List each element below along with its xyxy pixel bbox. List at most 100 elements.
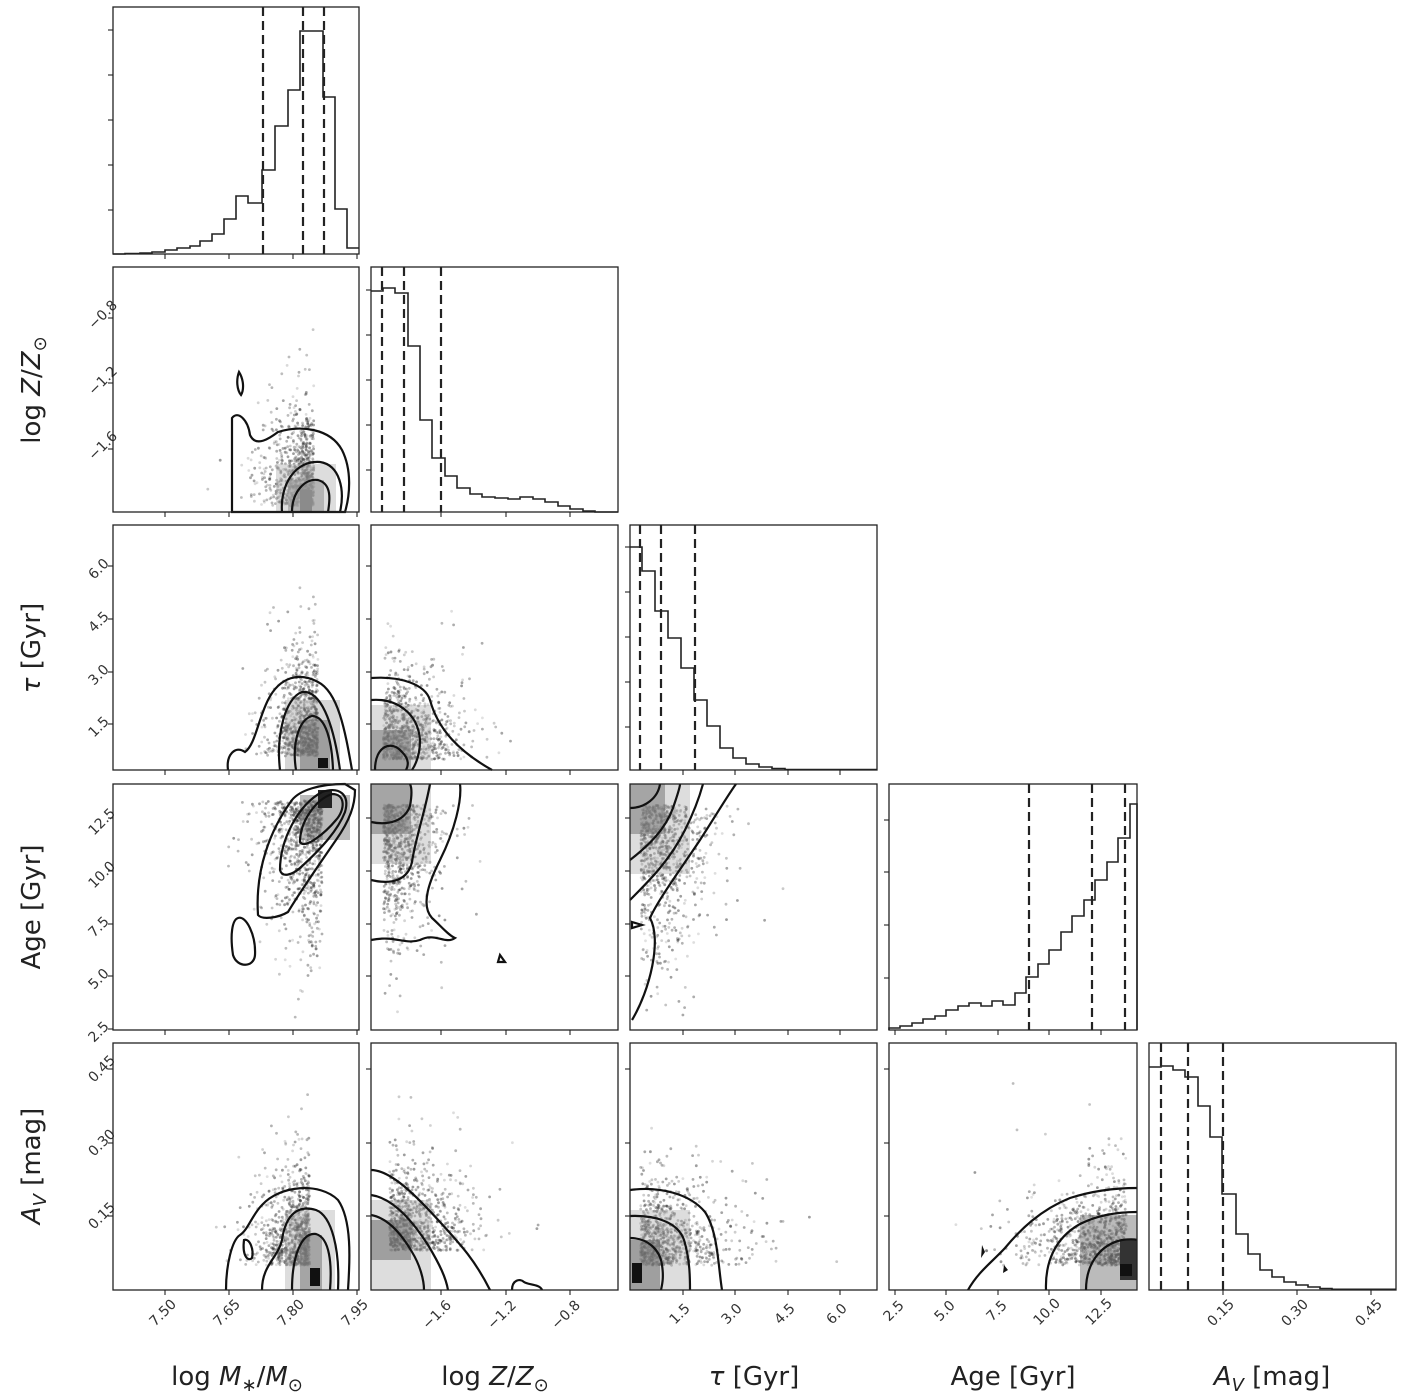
scatter-point (268, 484, 272, 487)
scatter-point (273, 675, 277, 679)
scatter-point (303, 433, 306, 436)
scatter-point (269, 410, 273, 414)
scatter-point (704, 807, 708, 811)
scatter-point (294, 631, 298, 635)
scatter-point (389, 696, 392, 700)
scatter-point (272, 485, 276, 488)
scatter-point (448, 701, 452, 705)
scatter-point (279, 451, 283, 455)
scatter-point (310, 423, 313, 427)
scatter-point (301, 441, 305, 445)
scatter-point (316, 873, 320, 877)
scatter-point (439, 833, 443, 837)
scatter-point (288, 816, 292, 820)
scatter-point (260, 471, 264, 475)
scatter-point (303, 367, 307, 371)
scatter-point (311, 435, 315, 438)
scatter-point (278, 830, 281, 834)
scatter-point (395, 911, 399, 914)
scatter-point (658, 884, 662, 888)
scatter-point (306, 907, 309, 910)
scatter-point (297, 436, 301, 440)
scatter-point (291, 395, 295, 398)
scatter-point (289, 876, 293, 880)
scatter-point (273, 744, 277, 748)
scatter-point (283, 822, 286, 825)
scatter-point (384, 869, 387, 873)
scatter-point (406, 906, 409, 910)
scatter-point (443, 865, 446, 868)
scatter-point (383, 911, 386, 914)
scatter-point (300, 447, 304, 451)
scatter-point (389, 624, 392, 628)
scatter-point (407, 887, 411, 891)
scatter-point (311, 673, 315, 677)
scatter-point (387, 948, 391, 951)
scatter-point (290, 432, 294, 436)
scatter-point (388, 882, 392, 886)
scatter-point (303, 453, 306, 456)
scatter-point (680, 941, 684, 945)
scatter-point (312, 595, 315, 599)
scatter-point (295, 412, 299, 416)
scatter-point (442, 757, 446, 761)
scatter-point (291, 419, 295, 423)
scatter-point (253, 499, 256, 503)
scatter-point (398, 660, 402, 663)
scatter-point (266, 800, 270, 803)
scatter-point (419, 900, 422, 904)
scatter-point (270, 427, 274, 431)
scatter-point (307, 424, 311, 428)
scatter-point (281, 459, 284, 462)
scatter-point (456, 753, 460, 757)
scatter-point (299, 460, 303, 464)
scatter-point (274, 440, 278, 444)
scatter-point (422, 672, 426, 676)
scatter-point (263, 470, 267, 473)
scatter-point (285, 663, 289, 666)
scatter-point (417, 874, 420, 878)
scatter-point (422, 667, 426, 671)
scatter-point (308, 454, 312, 457)
scatter-point (297, 450, 300, 453)
scatter-point (781, 887, 785, 891)
scatter-point (640, 911, 644, 914)
scatter-point (408, 897, 412, 901)
scatter-point (303, 897, 307, 900)
scatter-point (389, 959, 393, 963)
scatter-point (293, 448, 297, 451)
scatter-point (250, 450, 254, 454)
scatter-point (312, 846, 315, 850)
scatter-point (249, 458, 253, 462)
scatter-point (277, 443, 281, 446)
scatter-point (273, 731, 277, 735)
scatter-point (271, 716, 274, 720)
scatter-point (299, 694, 303, 698)
scatter-point (712, 925, 716, 929)
scatter-point (690, 866, 694, 870)
scatter-point (299, 461, 302, 464)
scatter-point (304, 443, 308, 446)
scatter-point (696, 825, 700, 829)
scatter-point (411, 872, 415, 876)
scatter-point (258, 461, 262, 464)
scatter-point (286, 455, 290, 459)
scatter-point (394, 917, 398, 921)
scatter-point (307, 403, 311, 406)
scatter-point (257, 744, 261, 748)
scatter-point (688, 874, 692, 878)
scatter-point (700, 890, 704, 893)
scatter-point (747, 822, 750, 826)
scatter-point (306, 452, 310, 455)
scatter-point (320, 880, 323, 884)
scatter-point (300, 450, 304, 453)
scatter-point (299, 430, 303, 433)
scatter-point (303, 683, 307, 687)
scatter-point (444, 723, 448, 726)
scatter-point (434, 808, 438, 812)
scatter-point (269, 496, 273, 499)
scatter-point (250, 719, 254, 722)
scatter-point (419, 944, 423, 948)
scatter-point (281, 730, 285, 734)
scatter-point (713, 872, 717, 875)
